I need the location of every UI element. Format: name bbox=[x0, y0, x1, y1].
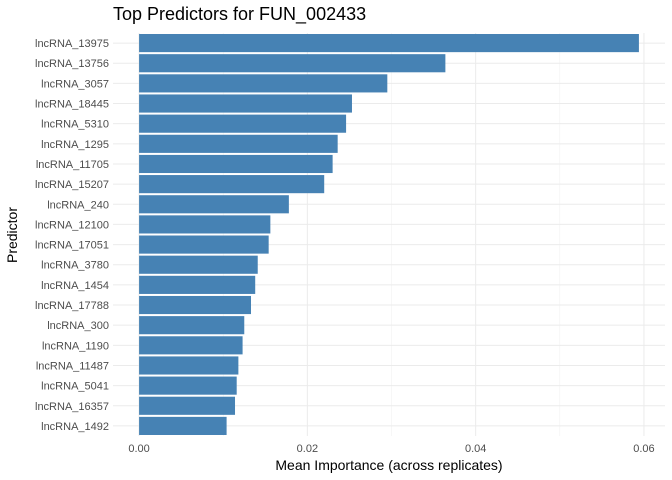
bar-lncrna-13756 bbox=[139, 54, 446, 73]
y-tick-label: lncRNA_12100 bbox=[35, 219, 109, 231]
bar-lncrna-3057 bbox=[139, 74, 388, 93]
y-tick-label: lncRNA_13975 bbox=[35, 38, 109, 50]
bar-lncrna-17051 bbox=[139, 235, 269, 254]
y-tick-label: lncRNA_1492 bbox=[41, 421, 109, 433]
bar-lncrna-11705 bbox=[139, 154, 333, 174]
x-axis-title: Mean Importance (across replicates) bbox=[275, 457, 502, 473]
y-tick-label: lncRNA_17788 bbox=[35, 300, 109, 312]
y-tick-label: lncRNA_16357 bbox=[35, 401, 109, 413]
y-tick-label: lncRNA_240 bbox=[47, 199, 109, 211]
y-tick-label: lncRNA_18445 bbox=[35, 99, 109, 111]
y-tick-label: lncRNA_17051 bbox=[35, 240, 109, 252]
x-tick-label: 0.06 bbox=[633, 443, 654, 455]
bar-lncrna-240 bbox=[139, 195, 289, 214]
bar-lncrna-13975 bbox=[139, 34, 639, 53]
bar-lncrna-18445 bbox=[139, 94, 352, 113]
x-tick-label: 0.00 bbox=[128, 443, 149, 455]
bar-lncrna-12100 bbox=[139, 215, 271, 234]
x-axis-tick-labels: 0.00 0.02 0.04 0.06 bbox=[128, 443, 654, 455]
bar-lncrna-11487 bbox=[139, 356, 239, 375]
y-tick-label: lncRNA_300 bbox=[47, 320, 109, 332]
y-tick-label: lncRNA_3057 bbox=[41, 78, 109, 90]
bar-lncrna-1492 bbox=[139, 416, 227, 435]
y-axis-title: Predictor bbox=[4, 207, 20, 263]
y-tick-label: lncRNA_5041 bbox=[41, 381, 109, 393]
y-tick-label: lncRNA_15207 bbox=[35, 179, 109, 191]
bar-lncrna-5041 bbox=[139, 376, 237, 395]
bars bbox=[139, 34, 639, 435]
chart-title: Top Predictors for FUN_002433 bbox=[113, 4, 366, 25]
bar-lncrna-3780 bbox=[139, 255, 258, 274]
bar-lncrna-300 bbox=[139, 316, 245, 335]
bar-lncrna-5310 bbox=[139, 114, 347, 133]
bar-lncrna-1190 bbox=[139, 336, 243, 355]
y-tick-label: lncRNA_13756 bbox=[35, 58, 109, 70]
x-tick-label: 0.02 bbox=[297, 443, 318, 455]
bar-lncrna-15207 bbox=[139, 175, 325, 194]
y-tick-label: lncRNA_1454 bbox=[41, 280, 109, 292]
x-tick-label: 0.04 bbox=[465, 443, 486, 455]
bar-lncrna-1454 bbox=[139, 275, 256, 294]
y-tick-label: lncRNA_5310 bbox=[41, 119, 109, 131]
y-tick-label: lncRNA_11705 bbox=[36, 159, 109, 171]
bar-lncrna-17788 bbox=[139, 295, 251, 315]
y-axis-tick-labels: lncRNA_13975 lncRNA_13756 lncRNA_3057 lncRN… bbox=[35, 38, 109, 433]
bar-lncrna-1295 bbox=[139, 134, 338, 153]
grid bbox=[113, 33, 665, 436]
y-tick-label: lncRNA_1295 bbox=[41, 139, 109, 151]
y-tick-label: lncRNA_1190 bbox=[42, 340, 109, 352]
y-tick-label: lncRNA_11487 bbox=[36, 360, 109, 372]
bar-lncrna-16357 bbox=[139, 396, 236, 415]
y-tick-label: lncRNA_3780 bbox=[41, 260, 109, 272]
